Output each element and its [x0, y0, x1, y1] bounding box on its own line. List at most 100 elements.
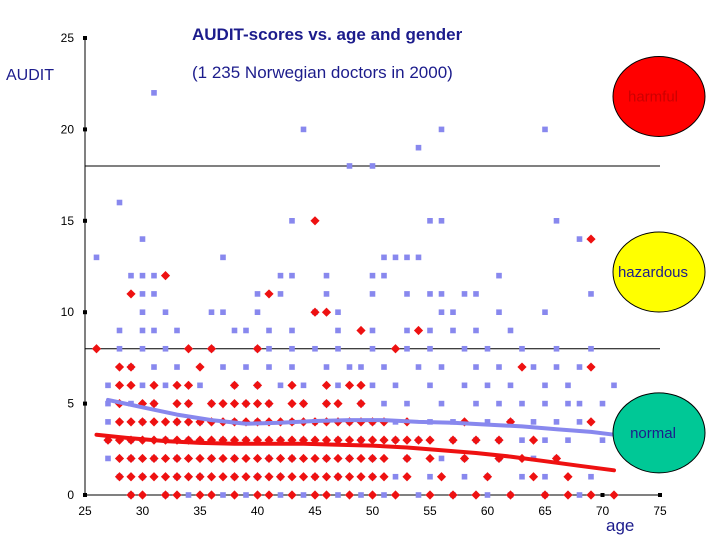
- female-point: [438, 364, 445, 370]
- female-point: [289, 364, 295, 370]
- female-point: [162, 382, 169, 389]
- female-point: [381, 400, 387, 407]
- female-point: [507, 327, 514, 334]
- threshold-lines: [85, 165, 660, 350]
- male-point: [586, 417, 596, 427]
- female-point: [277, 272, 284, 279]
- male-point: [563, 490, 573, 500]
- female-point: [162, 345, 169, 352]
- female-point: [231, 327, 238, 334]
- female-point: [438, 400, 445, 407]
- male-point: [149, 399, 159, 409]
- x-tick-label: 50: [366, 504, 380, 518]
- female-point: [542, 437, 548, 443]
- female-point: [484, 419, 491, 425]
- female-point: [415, 492, 422, 498]
- male-point: [114, 435, 125, 445]
- female-point: [461, 345, 468, 352]
- female-point: [392, 254, 399, 261]
- risk-zone-badges: harmful hazardous normal: [612, 55, 706, 474]
- male-point: [425, 435, 435, 445]
- female-point: [220, 254, 226, 261]
- x-tick-label: 35: [193, 504, 207, 518]
- male-point: [356, 453, 366, 464]
- male-point: [367, 472, 378, 482]
- male-point: [586, 362, 596, 372]
- male-point: [321, 399, 332, 409]
- male-point: [425, 490, 435, 500]
- female-point: [427, 218, 433, 224]
- female-point: [105, 400, 111, 407]
- male-point: [137, 490, 148, 500]
- female-point: [415, 144, 422, 151]
- male-point: [356, 399, 366, 409]
- female-point: [139, 345, 146, 352]
- male-trend-line: [94, 432, 616, 473]
- male-point: [206, 399, 217, 409]
- female-point: [335, 492, 341, 498]
- female-point: [565, 400, 571, 407]
- male-point: [321, 453, 332, 464]
- male-point: [114, 362, 125, 372]
- female-point: [116, 345, 123, 352]
- male-point: [252, 399, 263, 409]
- male-point: [356, 435, 366, 445]
- male-point: [206, 435, 217, 445]
- female-point: [300, 126, 307, 133]
- female-point: [220, 309, 226, 315]
- female-point: [438, 455, 445, 462]
- male-point: [218, 472, 228, 482]
- male-point: [459, 453, 470, 464]
- female-point: [392, 382, 399, 389]
- male-point: [402, 435, 412, 445]
- male-point: [183, 453, 194, 464]
- female-point: [289, 327, 295, 334]
- female-point: [254, 309, 261, 315]
- female-point: [576, 492, 583, 498]
- male-point: [114, 380, 125, 390]
- male-point: [206, 453, 217, 464]
- female-point: [519, 473, 525, 480]
- male-point: [252, 380, 263, 390]
- male-point: [172, 453, 182, 464]
- male-point: [390, 490, 401, 500]
- male-point: [172, 399, 182, 409]
- female-point: [542, 400, 548, 407]
- y-tick-mark: [83, 36, 87, 40]
- male-point: [229, 472, 240, 482]
- female-point: [300, 382, 307, 389]
- male-point: [482, 472, 493, 482]
- female-point: [185, 492, 192, 498]
- male-point: [103, 435, 113, 445]
- female-point: [611, 382, 617, 389]
- male-point: [241, 453, 251, 464]
- female-point: [358, 492, 364, 498]
- male-point: [344, 472, 355, 482]
- male-point: [540, 490, 550, 500]
- male-point: [321, 472, 332, 482]
- male-point: [149, 453, 159, 464]
- chart-subtitle: (1 235 Norwegian doctors in 2000): [192, 63, 453, 82]
- male-point: [126, 417, 136, 427]
- female-point: [507, 382, 514, 389]
- male-point: [149, 380, 159, 390]
- female-point: [151, 327, 157, 334]
- female-point: [266, 345, 272, 352]
- female-point: [415, 254, 422, 261]
- x-tick-label: 30: [136, 504, 150, 518]
- female-point: [588, 345, 594, 352]
- male-point: [206, 472, 217, 482]
- female-point: [277, 382, 284, 389]
- female-point: [438, 218, 445, 224]
- female-point: [323, 272, 330, 279]
- male-point: [333, 399, 343, 409]
- male-point: [310, 307, 320, 317]
- male-point: [275, 453, 286, 464]
- male-point: [413, 435, 424, 445]
- female-point: [323, 291, 330, 297]
- female-point: [346, 364, 353, 370]
- female-point: [369, 291, 376, 297]
- female-point: [519, 400, 525, 407]
- male-point: [528, 472, 539, 482]
- female-point: [473, 364, 479, 370]
